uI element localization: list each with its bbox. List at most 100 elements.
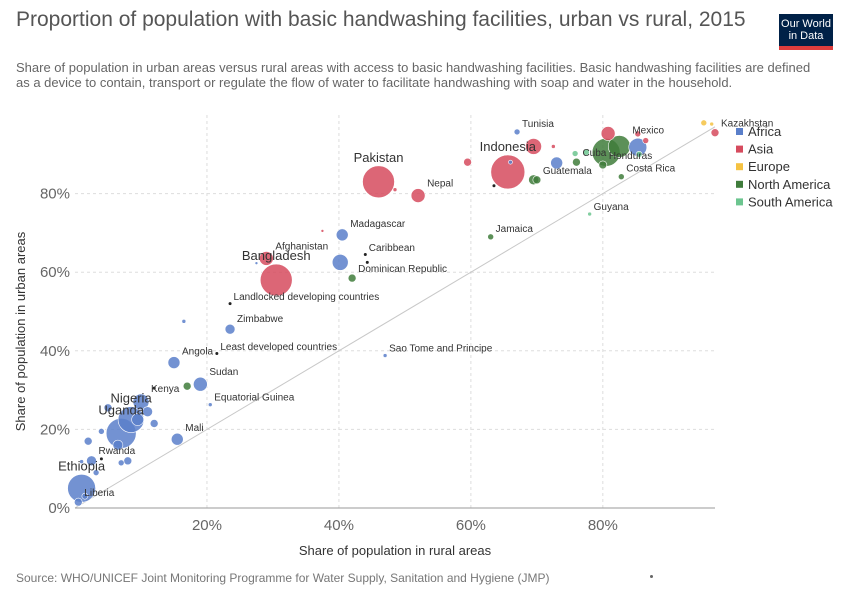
data-point [131, 413, 144, 426]
data-point [254, 261, 259, 265]
data-point [363, 253, 367, 257]
data-point [463, 157, 472, 167]
data-point [362, 165, 395, 199]
data-point [551, 144, 556, 149]
point-label: Caribbean [369, 243, 415, 254]
point-label: Least developed countries [220, 342, 337, 353]
legend: Africa Asia Europe North America South Ameri… [736, 124, 833, 209]
point-label: Sao Tome and Principe [389, 344, 493, 355]
data-point [81, 492, 89, 500]
source-note: Source: WHO/UNICEF Joint Monitoring Prog… [16, 571, 550, 585]
data-point [550, 156, 563, 170]
point-label: Equatorial Guinea [214, 393, 294, 404]
y-tick-label: 60% [40, 264, 70, 281]
point-label: Ethiopia [58, 458, 106, 473]
data-point [92, 469, 100, 476]
data-point [392, 187, 398, 192]
x-axis-ticks: 20% 40% 60% 80% [192, 517, 618, 534]
data-point [182, 381, 192, 391]
legend-swatch [736, 163, 743, 171]
data-point [347, 273, 357, 283]
point-label: Rwanda [98, 446, 135, 457]
point-label: Angola [182, 347, 214, 358]
data-point [487, 233, 494, 241]
data-point [207, 402, 213, 407]
data-point [571, 150, 579, 157]
data-point [142, 406, 153, 418]
data-point [335, 228, 349, 242]
data-point [525, 138, 542, 155]
data-point [410, 188, 426, 203]
logo-line-2: in Data [788, 30, 824, 42]
y-tick-label: 40% [40, 343, 70, 360]
logo-line-1: Our World [781, 18, 831, 30]
data-point [490, 154, 526, 190]
point-label: Nepal [427, 179, 453, 190]
data-point [600, 126, 616, 141]
chart-subtitle: Share of population in urban areas versu… [16, 60, 811, 90]
data-point [112, 439, 124, 451]
grid-lines [75, 115, 715, 508]
data-point [572, 157, 581, 167]
data-point [152, 386, 156, 390]
point-label: Costa Rica [626, 164, 675, 175]
point-label: Jamaica [496, 224, 534, 235]
data-point [513, 128, 521, 136]
data-point [587, 211, 592, 217]
y-axis-label: Share of population in urban areas [13, 231, 28, 431]
y-axis-ticks: 0% 20% 40% 60% 80% [40, 186, 70, 517]
point-label: Dominican Republic [358, 264, 447, 275]
legend-item: South America [748, 194, 833, 209]
y-tick-label: 20% [40, 421, 70, 438]
point-label: Zimbabwe [237, 314, 284, 325]
data-point [642, 137, 650, 144]
footer-dot [650, 575, 653, 578]
y-tick-label: 80% [40, 186, 70, 203]
x-tick-label: 40% [324, 517, 354, 534]
point-label: Kenya [151, 384, 180, 395]
chart-title: Proportion of population with basic hand… [16, 8, 746, 31]
data-point [598, 160, 608, 170]
data-point [700, 119, 708, 127]
data-point [259, 251, 274, 266]
point-label: Bangladesh [242, 248, 311, 263]
point-label: Uganda [98, 402, 144, 417]
data-point [149, 419, 159, 428]
point-label: Nigeria [110, 391, 152, 406]
point-label: Landlocked developing countries [234, 292, 380, 303]
data-point [181, 319, 187, 324]
data-points [67, 119, 720, 507]
data-point [583, 149, 590, 156]
point-label: Mali [185, 423, 203, 434]
point-label: Madagascar [350, 219, 406, 230]
data-point [224, 323, 236, 335]
data-point [215, 352, 219, 356]
data-point [532, 175, 542, 185]
point-label: Guyana [594, 202, 629, 213]
x-tick-label: 60% [456, 517, 486, 534]
data-point [73, 497, 83, 507]
data-point [710, 128, 720, 137]
data-point [193, 376, 208, 392]
point-labels: Tunisia Indonesia Pakistan Mexico Kazakhstan… [58, 119, 773, 499]
data-point [167, 356, 181, 369]
owid-logo[interactable]: Our World in Data [779, 14, 833, 50]
legend-item: Asia [748, 142, 774, 157]
data-point [259, 263, 293, 297]
point-label: Tunisia [522, 119, 554, 130]
data-point [320, 229, 325, 233]
legend-swatch [736, 180, 743, 188]
data-point [228, 302, 232, 306]
point-label: Guatemala [543, 166, 592, 177]
data-point [79, 459, 84, 464]
x-tick-label: 20% [192, 517, 222, 534]
data-point [508, 159, 513, 165]
data-point [634, 130, 642, 138]
point-label: Afghanistan [275, 241, 328, 252]
x-axis-label: Share of population in rural areas [299, 543, 492, 558]
point-label: Liberia [84, 488, 114, 499]
point-label: Indonesia [480, 139, 537, 154]
data-point [98, 428, 105, 435]
data-point [123, 456, 133, 466]
